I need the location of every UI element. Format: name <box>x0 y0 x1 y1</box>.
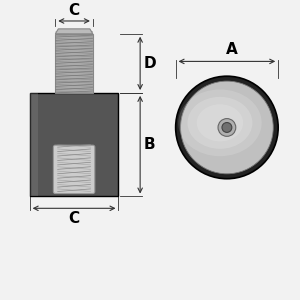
Text: D: D <box>144 56 157 71</box>
Ellipse shape <box>197 104 243 141</box>
FancyBboxPatch shape <box>53 145 95 194</box>
Text: C: C <box>68 3 80 18</box>
Circle shape <box>181 81 273 174</box>
Text: A: A <box>226 43 238 58</box>
Text: B: B <box>144 137 156 152</box>
Ellipse shape <box>188 97 252 149</box>
Bar <box>30 93 38 196</box>
Text: C: C <box>68 211 80 226</box>
Bar <box>56 34 93 93</box>
Circle shape <box>176 76 278 179</box>
Bar <box>30 93 119 196</box>
Polygon shape <box>56 29 93 34</box>
Circle shape <box>218 118 236 136</box>
Ellipse shape <box>178 89 262 156</box>
Circle shape <box>222 122 232 132</box>
